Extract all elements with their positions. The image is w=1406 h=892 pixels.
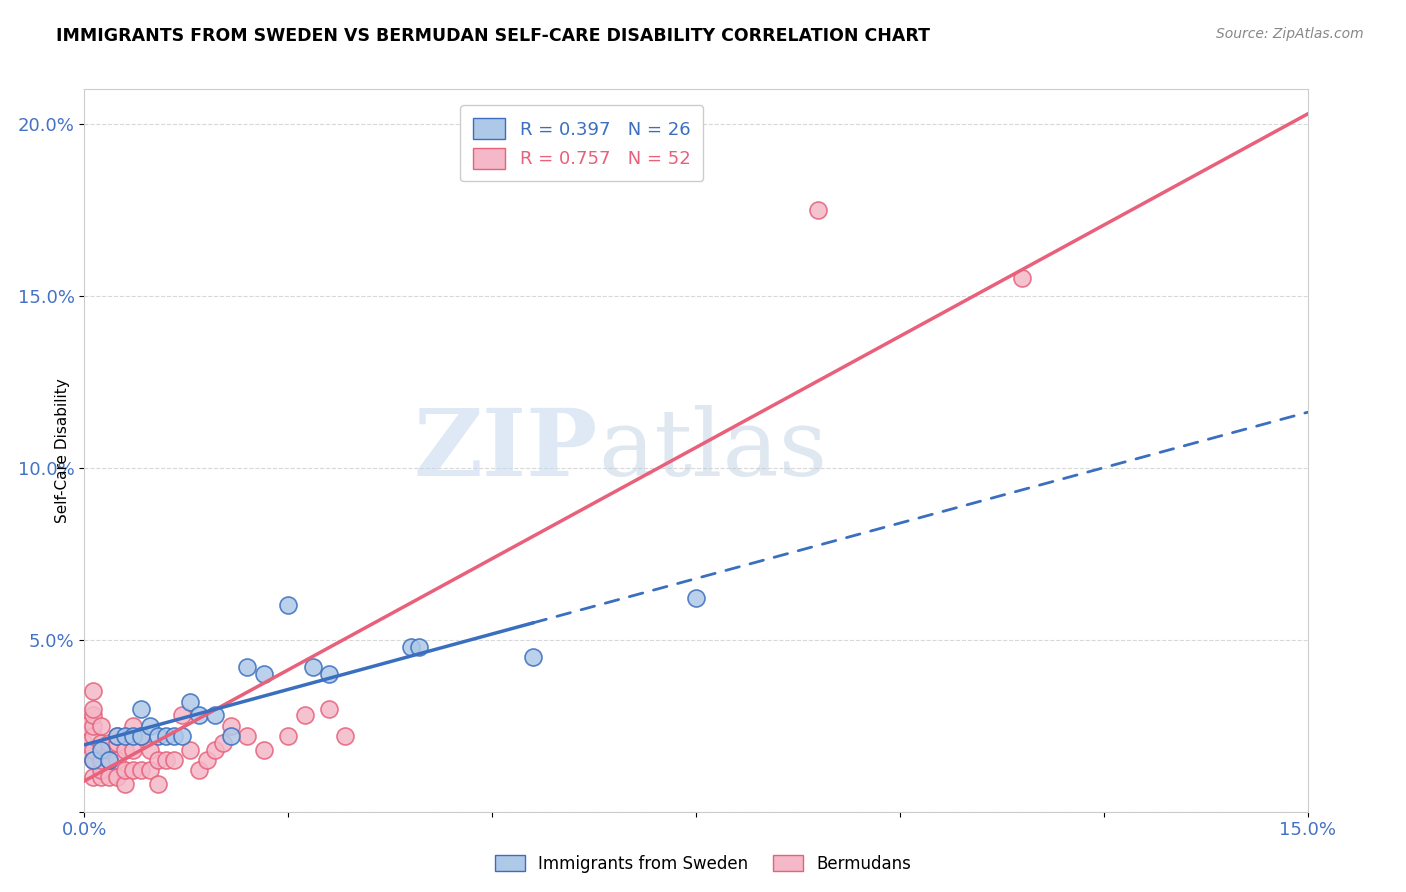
Point [236,729,259,743]
Point [138,719,160,733]
Point [82,708,104,723]
Point [146,753,169,767]
Point [318,667,340,681]
Text: atlas: atlas [598,406,827,495]
Point [105,729,128,743]
Text: IMMIGRANTS FROM SWEDEN VS BERMUDAN SELF-CARE DISABILITY CORRELATION CHART: IMMIGRANTS FROM SWEDEN VS BERMUDAN SELF-… [56,27,931,45]
Point [179,695,201,709]
Text: ZIP: ZIP [413,406,598,495]
Point [187,764,209,778]
Point [163,753,186,767]
Point [114,743,136,757]
Point [138,764,160,778]
Text: Source: ZipAtlas.com: Source: ZipAtlas.com [1216,27,1364,41]
Point [277,729,299,743]
Point [172,729,194,743]
Point [122,729,145,743]
Point [277,599,299,613]
Point [82,729,104,743]
Point [155,729,177,743]
Point [301,660,323,674]
Point [146,729,169,743]
Point [90,719,112,733]
Point [90,770,112,784]
Point [131,729,153,743]
Point [122,764,145,778]
Point [122,719,145,733]
Point [105,770,128,784]
Point [97,753,120,767]
Point [146,777,169,791]
Point [82,701,104,715]
Point [82,753,104,767]
Point [155,753,177,767]
Point [114,729,136,743]
Point [236,660,259,674]
Point [318,701,340,715]
Point [97,743,120,757]
Point [204,708,226,723]
Point [90,764,112,778]
Point [105,736,128,750]
Point [408,640,430,654]
Point [172,708,194,723]
Point [138,743,160,757]
Point [82,753,104,767]
Point [1011,271,1033,285]
Point [82,719,104,733]
Point [82,684,104,698]
Point [73,736,96,750]
Point [90,753,112,767]
Point [179,743,201,757]
Point [212,736,235,750]
Point [253,743,276,757]
Point [90,743,112,757]
Point [807,202,830,217]
Point [522,649,544,664]
Point [73,719,96,733]
Point [131,764,153,778]
Point [97,770,120,784]
Point [131,729,153,743]
Point [163,729,186,743]
Point [685,591,707,606]
Point [294,708,316,723]
Point [114,777,136,791]
Point [131,701,153,715]
Legend: R = 0.397   N = 26, R = 0.757   N = 52: R = 0.397 N = 26, R = 0.757 N = 52 [460,105,703,181]
Point [97,753,120,767]
Point [335,729,357,743]
Point [253,667,276,681]
Point [97,736,120,750]
Point [122,743,145,757]
Point [204,743,226,757]
Point [187,708,209,723]
Point [114,764,136,778]
Point [90,736,112,750]
Point [82,770,104,784]
Point [82,743,104,757]
Point [219,729,242,743]
Point [219,719,242,733]
Point [399,640,422,654]
Y-axis label: Self-Care Disability: Self-Care Disability [55,378,70,523]
Point [105,753,128,767]
Legend: Immigrants from Sweden, Bermudans: Immigrants from Sweden, Bermudans [488,848,918,880]
Point [195,753,218,767]
Point [105,729,128,743]
